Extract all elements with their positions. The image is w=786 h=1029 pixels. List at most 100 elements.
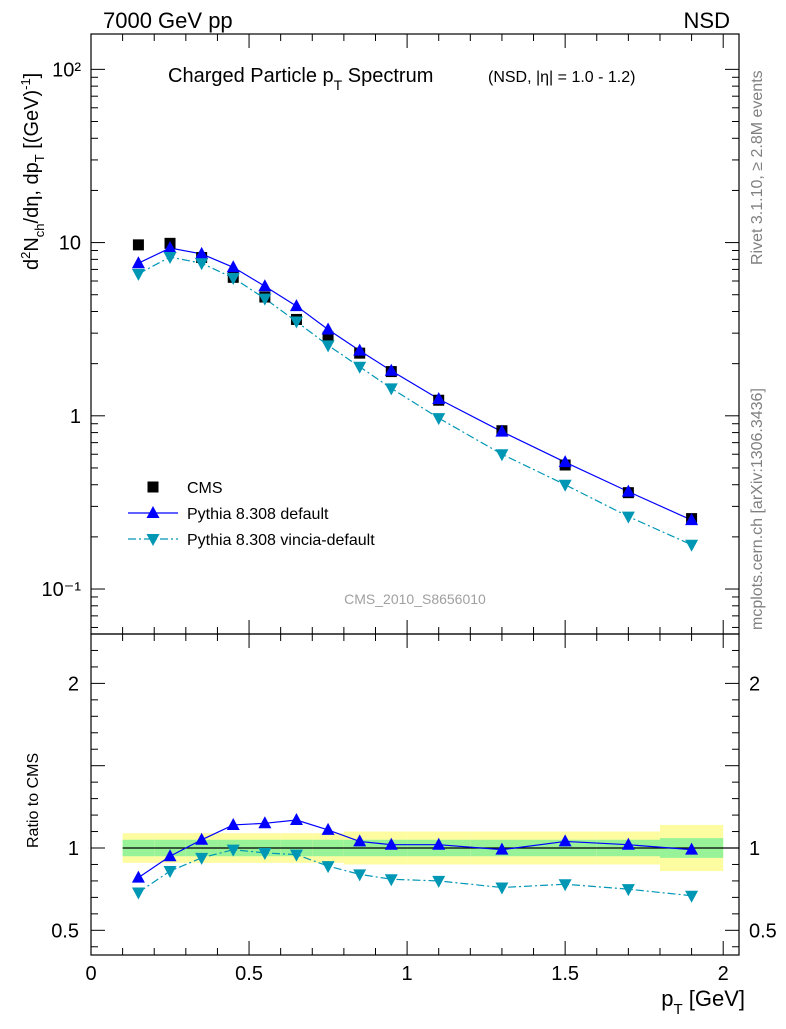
data-point-2 <box>226 272 240 285</box>
data-point-2 <box>289 316 303 329</box>
x-axis-tick-labels: 0 0.5 1 1.5 2 <box>85 963 728 985</box>
legend-label-0: CMS <box>187 480 223 497</box>
legend-marker-1 <box>146 506 160 518</box>
ratio-point-2 <box>685 890 699 903</box>
y-tick-label: 10⁻¹ <box>42 579 82 601</box>
ratio-y-tick-label: 2 <box>68 673 79 695</box>
x-tick-label: 2 <box>718 963 729 985</box>
data-point-2 <box>495 449 509 462</box>
ratio-point-2 <box>226 844 240 857</box>
ratio-point-2 <box>495 882 509 895</box>
ratio-line-1 <box>138 819 692 879</box>
ratio-point-1 <box>226 817 240 830</box>
ratio-point-1 <box>621 837 635 850</box>
x-axis-label: pT [GeV] <box>661 986 745 1018</box>
data-point-1 <box>195 246 209 259</box>
ratio-point-2 <box>289 849 303 862</box>
x-axis-label-subscript: T <box>673 1001 682 1018</box>
data-point-1 <box>432 392 446 405</box>
ratio-point-2 <box>321 861 335 874</box>
data-point-2 <box>353 361 367 374</box>
ratio-y-tick-label: 0.5 <box>51 920 79 942</box>
main-series-layer <box>131 237 699 552</box>
ratio-point-2 <box>353 869 367 882</box>
data-point-1 <box>289 299 303 312</box>
rivet-version-label: Rivet 3.1.10, ≥ 2.8M events <box>749 70 766 265</box>
x-tick-label: 1.5 <box>551 963 579 985</box>
ratio-point-2 <box>258 847 272 860</box>
data-point-0 <box>322 331 334 343</box>
ratio-y-tick-label-right: 1 <box>749 838 760 860</box>
ratio-point-2 <box>558 879 572 892</box>
data-point-0 <box>132 239 144 251</box>
x-tick-label: 0 <box>85 963 96 985</box>
main-y-axis-label: d2Nch/dη, dpT [(GeV)-1] <box>18 73 47 270</box>
data-point-1 <box>353 343 367 356</box>
data-point-2 <box>621 511 635 524</box>
legend-marker-2 <box>146 534 160 546</box>
data-point-2 <box>685 539 699 552</box>
data-point-2 <box>163 252 177 265</box>
data-point-1 <box>495 424 509 437</box>
chart-subtitle: (NSD, |η| = 1.0 - 1.2) <box>488 69 635 86</box>
ratio-point-1 <box>195 832 209 845</box>
data-point-2 <box>432 413 446 426</box>
legend-marker-0 <box>147 481 159 493</box>
data-point-2 <box>321 340 335 353</box>
ratio-point-2 <box>384 874 398 887</box>
collision-energy-label: 7000 GeV pp <box>103 8 233 33</box>
data-point-2 <box>131 268 145 281</box>
data-point-2 <box>258 293 272 306</box>
mcplots-reference-label: mcplots.cern.ch [arXiv:1306.3436] <box>749 388 766 630</box>
ratio-point-2 <box>432 875 446 888</box>
ratio-point-1 <box>258 816 272 829</box>
data-point-1 <box>384 363 398 376</box>
data-point-2 <box>558 479 572 492</box>
ratio-point-1 <box>432 837 446 850</box>
data-point-1 <box>226 260 240 273</box>
ratio-point-1 <box>558 834 572 847</box>
x-axis-label-unit: [GeV] <box>683 986 745 1011</box>
ratio-point-1 <box>289 813 303 826</box>
data-point-1 <box>258 279 272 292</box>
ratio-y-tick-label-right: 0.5 <box>749 920 777 942</box>
ratio-point-2 <box>131 887 145 900</box>
y-tick-label: 10 <box>59 233 81 255</box>
legend-label-2: Pythia 8.308 vincia-default <box>187 532 375 549</box>
ratio-point-1 <box>163 849 177 862</box>
x-tick-label: 0.5 <box>235 963 263 985</box>
x-tick-label: 1 <box>402 963 413 985</box>
process-label: NSD <box>684 8 730 33</box>
data-point-2 <box>384 383 398 396</box>
y-tick-label: 10² <box>52 59 81 81</box>
data-point-1 <box>558 455 572 468</box>
chart-title-tail: Spectrum <box>342 65 433 87</box>
ratio-y-tick-label: 1 <box>68 838 79 860</box>
data-point-1 <box>163 241 177 254</box>
analysis-watermark: CMS_2010_S8656010 <box>344 591 486 607</box>
ratio-plot-frame <box>90 633 740 956</box>
data-point-1 <box>685 513 699 526</box>
data-point-1 <box>131 256 145 269</box>
y-tick-label: 1 <box>70 406 81 428</box>
series-line-2 <box>138 256 692 546</box>
ratio-point-1 <box>353 834 367 847</box>
ratio-point-1 <box>384 837 398 850</box>
chart-title-subscript: T <box>334 77 343 93</box>
data-point-1 <box>321 322 335 335</box>
ratio-point-1 <box>131 870 145 883</box>
data-point-2 <box>195 258 209 271</box>
legend-label-1: Pythia 8.308 default <box>187 506 329 523</box>
ratio-point-2 <box>163 866 177 879</box>
ratio-uncertainty-bands <box>122 824 739 872</box>
ratio-series-layer <box>131 813 699 903</box>
ratio-point-2 <box>621 884 635 897</box>
ratio-point-1 <box>495 842 509 855</box>
ratio-point-1 <box>321 822 335 835</box>
ratio-y-axis-label: Ratio to CMS <box>25 753 42 848</box>
ratio-plot-area: 0.5 0.5 1 1 2 2 <box>51 634 777 955</box>
ratio-point-2 <box>195 852 209 865</box>
ratio-y-tick-label-right: 2 <box>749 673 760 695</box>
chart-title: Charged Particle pT Spectrum <box>168 65 433 93</box>
